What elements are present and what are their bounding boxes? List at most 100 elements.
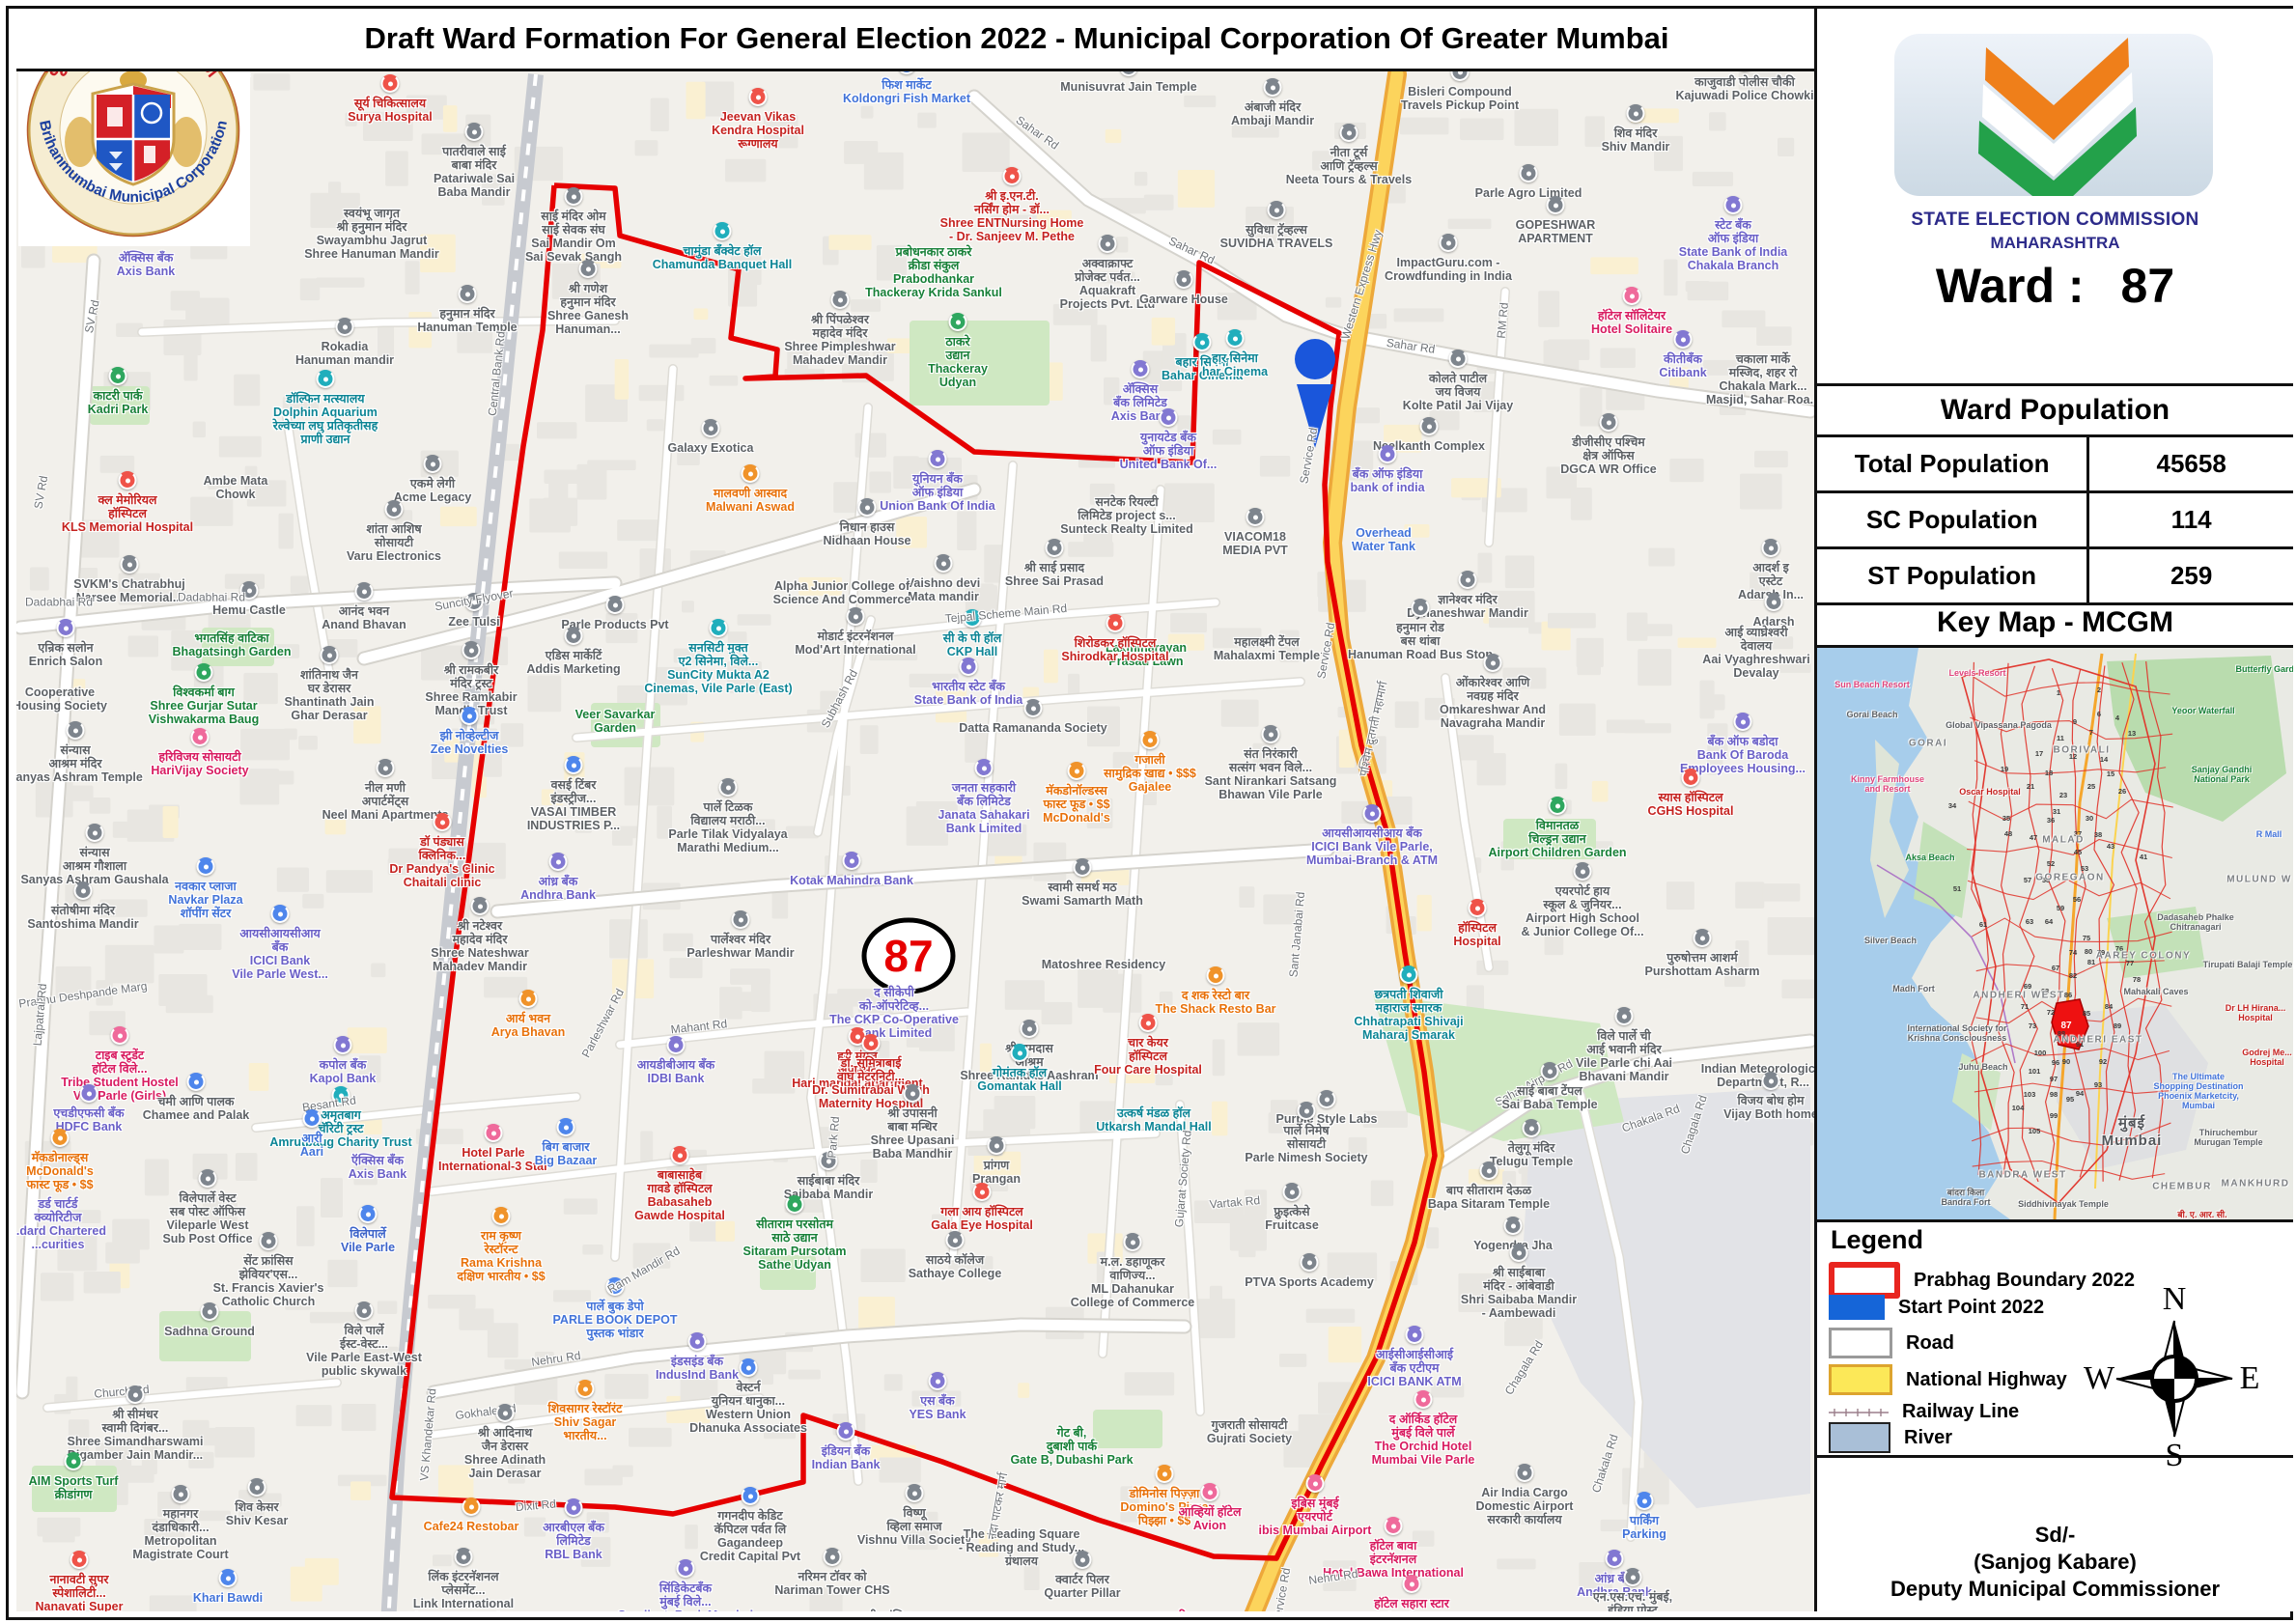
map-marker-pin xyxy=(1761,539,1780,557)
map-label: श्री उपासनी बाबा मन्धिर Shree Upasani Baba … xyxy=(870,1106,955,1161)
map-marker-pin xyxy=(200,1302,219,1321)
map-marker-pin xyxy=(548,853,568,871)
road-swatch xyxy=(1829,1328,1892,1358)
map-label: एन.एस.एच. मुंबई,इंडिया पोस्टNSH Mumbai, … xyxy=(1592,1590,1673,1611)
keymap-label: Levels Resort xyxy=(1948,668,2006,679)
map-label: चामुंडा बँक्वेट हॉल Chamunda Banquet Hall xyxy=(652,244,793,271)
svg-text:51: 51 xyxy=(1953,884,1961,893)
road-label: Dixit Rd xyxy=(515,1497,557,1515)
keymap-ward-87 xyxy=(2051,998,2089,1050)
ward-number: 87 xyxy=(2120,259,2175,313)
map-label: पार्ले निमेष सोसायटी Parle Nimesh Society xyxy=(1245,1124,1368,1164)
bmc-logo-image: बृहन्मुंबई महानगरपालिका Brihanmumbai Mun… xyxy=(26,71,240,238)
map-label: AIM Sports Turf क्रीडांगण xyxy=(28,1474,119,1501)
map-label: श्री साई प्रसाद Shree Sai Prasad xyxy=(1004,561,1105,588)
map-marker-pin xyxy=(1002,167,1022,185)
map-marker-pin xyxy=(731,910,750,929)
map-marker-pin xyxy=(384,500,404,518)
svg-text:92: 92 xyxy=(2099,1057,2107,1066)
road-label: Service Rd xyxy=(1270,1566,1294,1611)
svg-text:91: 91 xyxy=(2076,1040,2084,1049)
road-label: Chakala Rd xyxy=(1588,1432,1621,1495)
map-marker-pin xyxy=(423,455,442,473)
keymap[interactable]: 87 1 2 9 6 4 11 7 13 17 12 14 18 15 19 21 23 25 26 31 30 34 35… xyxy=(1817,648,2293,1222)
map-marker-pin xyxy=(302,1109,322,1128)
map-label: Kotak Mahindra Bank xyxy=(790,874,913,887)
map-marker-pin xyxy=(462,1497,481,1516)
svg-text:52: 52 xyxy=(2047,859,2055,868)
svg-text:81: 81 xyxy=(2087,958,2095,966)
map-label: जनता सहकारी बँक लिमिटेड Janata Sahakari Ban… xyxy=(938,781,1030,835)
map-label: बाप सीताराम देऊळ Bapa Sitaram Temple xyxy=(1427,1184,1551,1211)
legend-item-label: Start Point 2022 xyxy=(1898,1296,2045,1318)
map-label: युनायटेड बँक ऑफ इंडिया United Bank Of... xyxy=(1119,431,1218,471)
map-label: भारतीय स्टेट बँक State Bank of India xyxy=(913,680,1023,707)
svg-text:59: 59 xyxy=(2057,904,2064,912)
map-label: काजुवाडी पोलीस चौकी Kajuwadi Police Chowk… xyxy=(1675,75,1814,102)
map-marker-pin xyxy=(1540,1062,1559,1080)
map-marker-pin xyxy=(460,707,479,725)
map-label: भगतसिंह वाटिका Bhagatsingh Garden xyxy=(172,631,292,658)
map-label: कोलते पाटील जय विजय Kolte Patil Jai Vijay xyxy=(1402,372,1514,412)
svg-text:6: 6 xyxy=(2097,710,2101,718)
map-label: गगनदीप केडिट कॅपिटल पर्वत लि Gagandeep Cred… xyxy=(699,1509,801,1563)
map-label: राजपरिया xyxy=(1155,1609,1197,1611)
road-label: Lajpatrai Rd xyxy=(30,983,50,1047)
map-marker-pin xyxy=(85,824,104,842)
map-label: श्री आदिनाथ जैन डेरासर Shree Adinath Jain D… xyxy=(463,1426,546,1480)
title-bar: Draft Ward Formation For General Electio… xyxy=(16,9,1814,71)
road-label: Subhash Rd xyxy=(818,667,861,731)
map-label: विजय बोध होम Vijay Both home xyxy=(1723,1094,1814,1121)
map-label: आईसीआईसीआई बँक एटीएम ICICI BANK ATM xyxy=(1367,1348,1462,1388)
svg-text:87: 87 xyxy=(883,931,933,981)
svg-text:43: 43 xyxy=(2107,842,2114,851)
map-label: लिंक इंटरनॅशनल प्लेसमेंट... Link Internati… xyxy=(406,1570,519,1611)
map-label: एचडीएफसी बँक HDFC Bank xyxy=(53,1106,125,1133)
compass-e: E xyxy=(2240,1360,2260,1396)
map-label: चमी आणि पालक Chamee and Palak xyxy=(142,1095,250,1122)
map-marker-pin xyxy=(1297,1102,1316,1120)
map-label: सिंड़िकेटबँकमुंबई विले...SyndicateBank M… xyxy=(618,1581,753,1611)
svg-text:101: 101 xyxy=(2029,1067,2041,1076)
map-marker-pin xyxy=(670,1146,689,1164)
map-marker-pin xyxy=(963,609,982,628)
map-marker-pin xyxy=(320,646,339,664)
map-marker-pin xyxy=(1515,1464,1534,1482)
map-marker-pin xyxy=(239,581,259,600)
map-label: Overhead Water Tank xyxy=(1352,526,1415,553)
map-marker-pin xyxy=(495,1404,515,1422)
map-label: Ambe Mata Chowk xyxy=(203,474,268,501)
road-label: Park Rd xyxy=(825,1115,843,1160)
keymap-label: बी. ए. आर. सी. xyxy=(2177,1210,2227,1220)
map-marker-pin xyxy=(903,1084,922,1103)
map-marker-pin xyxy=(748,88,768,106)
map-label: संतोषीमा मंदिर Santoshima Mandir xyxy=(27,904,139,931)
legend-item-label: Prabhag Boundary 2022 xyxy=(1914,1269,2135,1291)
map-label: डॉ. सुमित्राबाई वाघ मेटरनिटी... Dr. Sumitr… xyxy=(812,1056,930,1110)
keymap-label: Madh Fort xyxy=(1892,984,1935,994)
map-label: हरी मंगल अपार्टमेंट Hari mangal apartment xyxy=(792,1049,923,1090)
map-label: नरिमन टॉवर को Nariman Tower CHS xyxy=(774,1570,890,1597)
road-label: Sant Janabai Rd xyxy=(1286,891,1308,978)
map-marker-pin xyxy=(1623,1568,1642,1586)
map-label: ImpactGuru.com - Crowdfunding in India xyxy=(1385,256,1512,283)
svg-text:80: 80 xyxy=(2085,947,2092,956)
map-label: आनंद भवन Anand Bhavan xyxy=(322,604,406,631)
map-label: विष्णू व्हिला समाज Vishnu Villa Society xyxy=(856,1506,972,1547)
keymap-label: Oscar Hospital xyxy=(1959,787,2021,798)
map-marker-pin xyxy=(666,1036,686,1054)
map-marker-pin xyxy=(79,1084,98,1103)
map-marker-pin xyxy=(462,641,481,659)
map-marker-pin xyxy=(741,1487,760,1505)
map-marker-pin xyxy=(186,1073,206,1091)
svg-text:68: 68 xyxy=(2041,987,2049,995)
svg-text:15: 15 xyxy=(2107,770,2114,778)
map-label: क्ल मेमोरियल हॉस्पिटल KLS Memorial Hospita… xyxy=(61,493,194,534)
map-marker-pin xyxy=(905,1484,924,1502)
map-marker-pin xyxy=(959,658,978,676)
map-marker-pin xyxy=(66,721,85,740)
road-label: Mahant Rd xyxy=(670,1017,728,1037)
road-label: VS Khandekar Rd xyxy=(417,1387,439,1482)
